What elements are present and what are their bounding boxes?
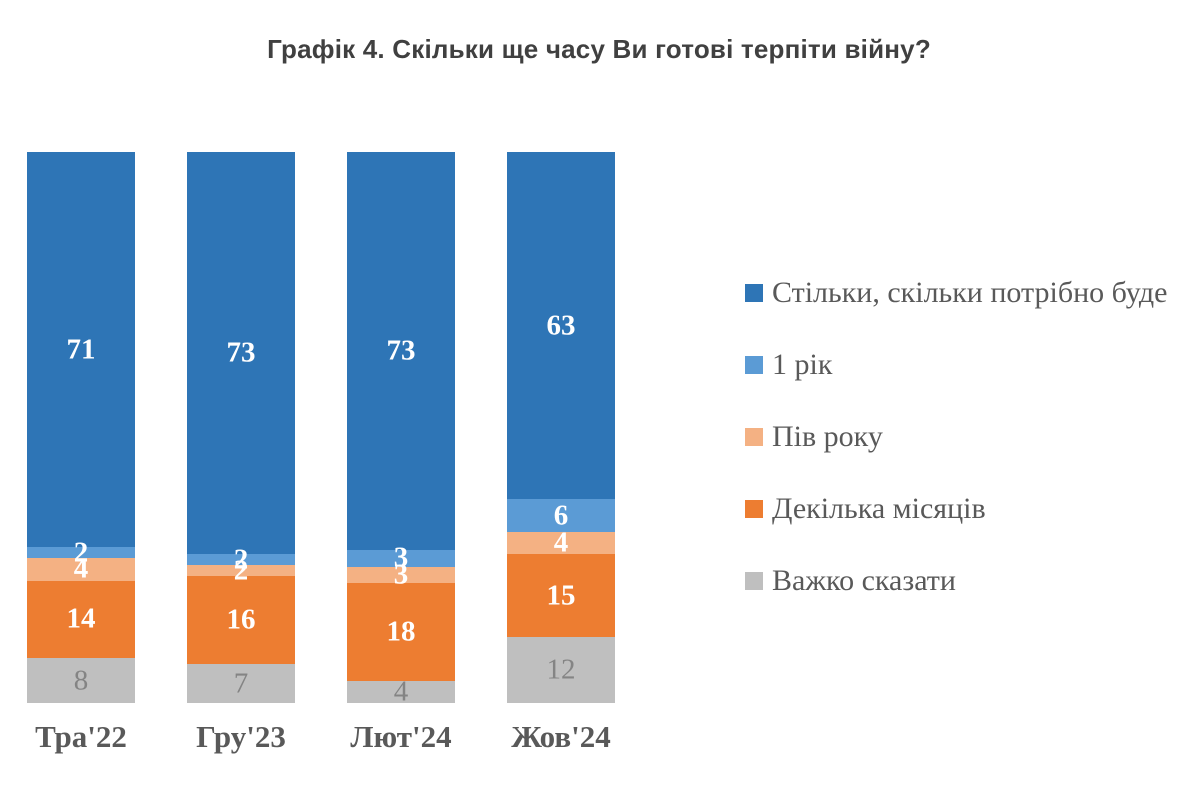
bar-segment: 12	[507, 636, 615, 703]
data-label: 7	[233, 667, 249, 700]
bar-segment: 7	[187, 664, 295, 703]
legend-label: Декілька місяців	[772, 492, 986, 525]
bar-segment: 4	[27, 554, 135, 583]
data-label: 71	[66, 333, 96, 366]
bar-segment: 8	[27, 658, 135, 703]
data-label: 18	[386, 615, 416, 648]
bar-column: 63 6 4 15 12 Жов'24	[507, 152, 615, 754]
data-label: 73	[386, 334, 416, 367]
bar-segment: 3	[347, 560, 455, 589]
plot-area: 71 2 4 14 8 Тра'22 73 2 2 16 7 Гру'23 73 3 3 18 4 Лют'24 6…	[27, 152, 617, 754]
legend-swatch-icon	[745, 500, 763, 518]
legend-label: Важко сказати	[772, 564, 956, 597]
data-label: 8	[73, 664, 89, 697]
data-label: 6	[553, 499, 569, 532]
legend-item: Декілька місяців	[745, 473, 1167, 545]
legend-item: Важко сказати	[745, 545, 1167, 617]
bar-segment: 2	[187, 545, 295, 574]
legend-item: Пів року	[745, 401, 1167, 473]
bar-column: 71 2 4 14 8 Тра'22	[27, 152, 135, 754]
legend-swatch-icon	[745, 284, 763, 302]
bar-segment: 6	[507, 499, 615, 533]
category-label: Лют'24	[350, 719, 452, 754]
bar-segment: 2	[187, 556, 295, 585]
bar-segment: 71	[27, 152, 135, 548]
bar-segment: 63	[507, 152, 615, 500]
bar-segment: 15	[507, 554, 615, 637]
bar-segment: 4	[347, 677, 455, 706]
legend-label: Пів року	[772, 420, 883, 453]
bar-column: 73 2 2 16 7 Гру'23	[187, 152, 295, 754]
legend-swatch-icon	[745, 428, 763, 446]
legend-item: 1 рік	[745, 329, 1167, 401]
data-label: 63	[546, 309, 576, 342]
bar-segment: 14	[27, 580, 135, 659]
bar-segment: 3	[347, 543, 455, 572]
data-label: 12	[546, 653, 576, 686]
legend-label: 1 рік	[772, 348, 833, 381]
legend-swatch-icon	[745, 572, 763, 590]
data-label: 14	[66, 602, 96, 635]
legend: Стільки, скільки потрібно буде 1 рік Пів р…	[745, 257, 1167, 617]
legend-swatch-icon	[745, 356, 763, 374]
legend-item: Стільки, скільки потрібно буде	[745, 257, 1167, 329]
bar-segment: 2	[27, 538, 135, 567]
data-label: 15	[546, 579, 576, 612]
bar-segment: 73	[187, 152, 295, 555]
data-label: 16	[226, 603, 256, 636]
legend-label: Стільки, скільки потрібно буде	[772, 276, 1168, 309]
chart-title: Графік 4. Скільки ще часу Ви готові терп…	[267, 34, 931, 64]
bar-segment: 4	[507, 528, 615, 557]
category-label: Тра'22	[35, 719, 127, 754]
data-label: 4	[393, 675, 409, 708]
data-label: 73	[226, 336, 256, 369]
bar-column: 73 3 3 18 4 Лют'24	[347, 152, 455, 754]
bar-segment: 16	[187, 576, 295, 665]
bar-segment: 73	[347, 152, 455, 551]
category-label: Жов'24	[511, 719, 611, 754]
bar-segment: 18	[347, 582, 455, 682]
category-label: Гру'23	[196, 719, 286, 754]
